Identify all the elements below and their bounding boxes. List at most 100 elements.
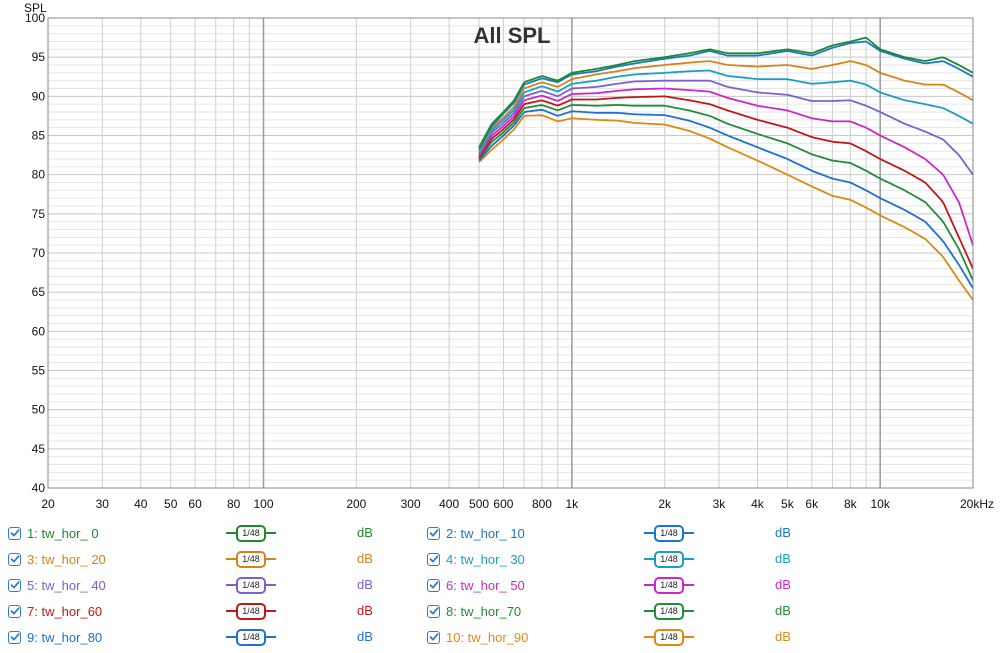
smoothing-label: 1/48 bbox=[236, 524, 266, 542]
unit-label[interactable]: dB bbox=[775, 551, 791, 566]
grid bbox=[48, 18, 973, 488]
x-tick-label: 80 bbox=[227, 497, 241, 511]
legend-item[interactable]: 2: tw_hor_ 10 bbox=[427, 523, 525, 543]
smoothing-button[interactable]: 1/48 bbox=[644, 549, 694, 569]
smoothing-label: 1/48 bbox=[236, 576, 266, 594]
y-axis-ticks: 40 45 50 55 60 65 70 75 80 85 90 95 100 bbox=[25, 11, 45, 495]
checkbox[interactable] bbox=[8, 552, 21, 566]
legend-item[interactable]: 1: tw_hor_ 0 bbox=[8, 523, 99, 543]
series-lines bbox=[478, 36, 974, 301]
unit-label[interactable]: dB bbox=[357, 629, 373, 644]
x-tick-label: 5k bbox=[781, 497, 795, 511]
x-tick-label: 40 bbox=[134, 497, 148, 511]
legend-item[interactable]: 8: tw_hor_70 bbox=[427, 601, 521, 621]
legend-label: 1: tw_hor_ 0 bbox=[27, 525, 99, 541]
x-tick-label: 200 bbox=[346, 497, 366, 511]
series-line bbox=[478, 95, 974, 270]
x-tick-label: 100 bbox=[254, 497, 274, 511]
unit-label[interactable]: dB bbox=[357, 551, 373, 566]
legend-item[interactable]: 3: tw_hor_ 20 bbox=[8, 549, 106, 569]
checkbox[interactable] bbox=[427, 578, 440, 592]
series-line bbox=[478, 69, 974, 154]
legend-item[interactable]: 10: tw_hor_90 bbox=[427, 627, 528, 647]
checkbox[interactable] bbox=[427, 630, 440, 644]
smoothing-label: 1/48 bbox=[654, 602, 684, 620]
series-line bbox=[478, 114, 974, 301]
unit-label[interactable]: dB bbox=[775, 525, 791, 540]
plot-border bbox=[47, 17, 974, 489]
legend-item[interactable]: 7: tw_hor_60 bbox=[8, 601, 102, 621]
y-tick-label: 50 bbox=[32, 403, 46, 417]
y-tick-label: 40 bbox=[32, 481, 46, 495]
legend-label: 5: tw_hor_ 40 bbox=[27, 577, 106, 593]
smoothing-label: 1/48 bbox=[654, 524, 684, 542]
smoothing-label: 1/48 bbox=[654, 550, 684, 568]
legend-item[interactable]: 4: tw_hor_ 30 bbox=[427, 549, 525, 569]
y-tick-label: 70 bbox=[32, 246, 46, 260]
x-tick-label: 8k bbox=[844, 497, 858, 511]
legend-label: 10: tw_hor_90 bbox=[446, 629, 529, 645]
smoothing-button[interactable]: 1/48 bbox=[226, 601, 276, 621]
x-tick-label: 60 bbox=[188, 497, 202, 511]
x-axis-ticks: 20 30 40 50 60 80 100 200 300 400 500 600 800 1k 2k 3k 4… bbox=[41, 497, 994, 511]
series-line bbox=[478, 60, 974, 152]
smoothing-label: 1/48 bbox=[236, 550, 266, 568]
checkbox[interactable] bbox=[8, 578, 21, 592]
y-axis-label: SPL bbox=[24, 1, 47, 15]
x-tick-label: 20kHz bbox=[960, 497, 994, 511]
checkbox[interactable] bbox=[8, 630, 21, 644]
checkbox[interactable] bbox=[8, 526, 21, 540]
y-tick-label: 100 bbox=[25, 11, 45, 25]
x-tick-label: 10k bbox=[871, 497, 891, 511]
legend-item[interactable]: 6: tw_hor_ 50 bbox=[427, 575, 525, 595]
x-tick-label: 20 bbox=[41, 497, 55, 511]
x-tick-label: 1k bbox=[566, 497, 580, 511]
legend-item[interactable]: 9: tw_hor_80 bbox=[8, 627, 102, 647]
checkbox[interactable] bbox=[8, 604, 21, 618]
series-line bbox=[478, 87, 974, 246]
unit-label[interactable]: dB bbox=[357, 577, 373, 592]
x-tick-label: 800 bbox=[532, 497, 552, 511]
legend-label: 4: tw_hor_ 30 bbox=[446, 551, 525, 567]
unit-label[interactable]: dB bbox=[775, 603, 791, 618]
legend-label: 6: tw_hor_ 50 bbox=[446, 577, 525, 593]
legend-label: 8: tw_hor_70 bbox=[446, 603, 522, 619]
y-tick-label: 45 bbox=[32, 442, 46, 456]
legend-label: 9: tw_hor_80 bbox=[27, 629, 103, 645]
smoothing-button[interactable]: 1/48 bbox=[644, 601, 694, 621]
smoothing-button[interactable]: 1/48 bbox=[226, 523, 276, 543]
legend-item[interactable]: 5: tw_hor_ 40 bbox=[8, 575, 106, 595]
checkbox[interactable] bbox=[427, 604, 440, 618]
unit-label[interactable]: dB bbox=[357, 603, 373, 618]
smoothing-button[interactable]: 1/48 bbox=[644, 575, 694, 595]
smoothing-button[interactable]: 1/48 bbox=[226, 575, 276, 595]
spl-chart: 40 45 50 55 60 65 70 75 80 85 90 95 100 20 30 40 50 60 80… bbox=[24, 1, 994, 511]
smoothing-button[interactable]: 1/48 bbox=[226, 627, 276, 647]
x-tick-label: 30 bbox=[96, 497, 110, 511]
y-tick-label: 65 bbox=[32, 285, 46, 299]
smoothing-label: 1/48 bbox=[236, 628, 266, 646]
smoothing-button[interactable]: 1/48 bbox=[644, 523, 694, 543]
series-line bbox=[478, 79, 974, 176]
smoothing-button[interactable]: 1/48 bbox=[644, 627, 694, 647]
y-tick-label: 90 bbox=[32, 89, 46, 103]
x-tick-label: 500 bbox=[469, 497, 489, 511]
legend-label: 3: tw_hor_ 20 bbox=[27, 551, 106, 567]
y-tick-label: 75 bbox=[32, 207, 46, 221]
checkbox[interactable] bbox=[427, 552, 440, 566]
x-tick-label: 4k bbox=[751, 497, 765, 511]
y-tick-label: 95 bbox=[32, 50, 46, 64]
x-tick-label: 600 bbox=[493, 497, 513, 511]
y-tick-label: 55 bbox=[32, 364, 46, 378]
smoothing-button[interactable]: 1/48 bbox=[226, 549, 276, 569]
checkbox[interactable] bbox=[427, 526, 440, 540]
unit-label[interactable]: dB bbox=[357, 525, 373, 540]
y-tick-label: 85 bbox=[32, 129, 46, 143]
unit-label[interactable]: dB bbox=[775, 577, 791, 592]
legend-label: 2: tw_hor_ 10 bbox=[446, 525, 525, 541]
series-line bbox=[478, 108, 974, 289]
smoothing-label: 1/48 bbox=[654, 628, 684, 646]
legend-label: 7: tw_hor_60 bbox=[27, 603, 103, 619]
unit-label[interactable]: dB bbox=[775, 629, 791, 644]
y-tick-label: 80 bbox=[32, 168, 46, 182]
